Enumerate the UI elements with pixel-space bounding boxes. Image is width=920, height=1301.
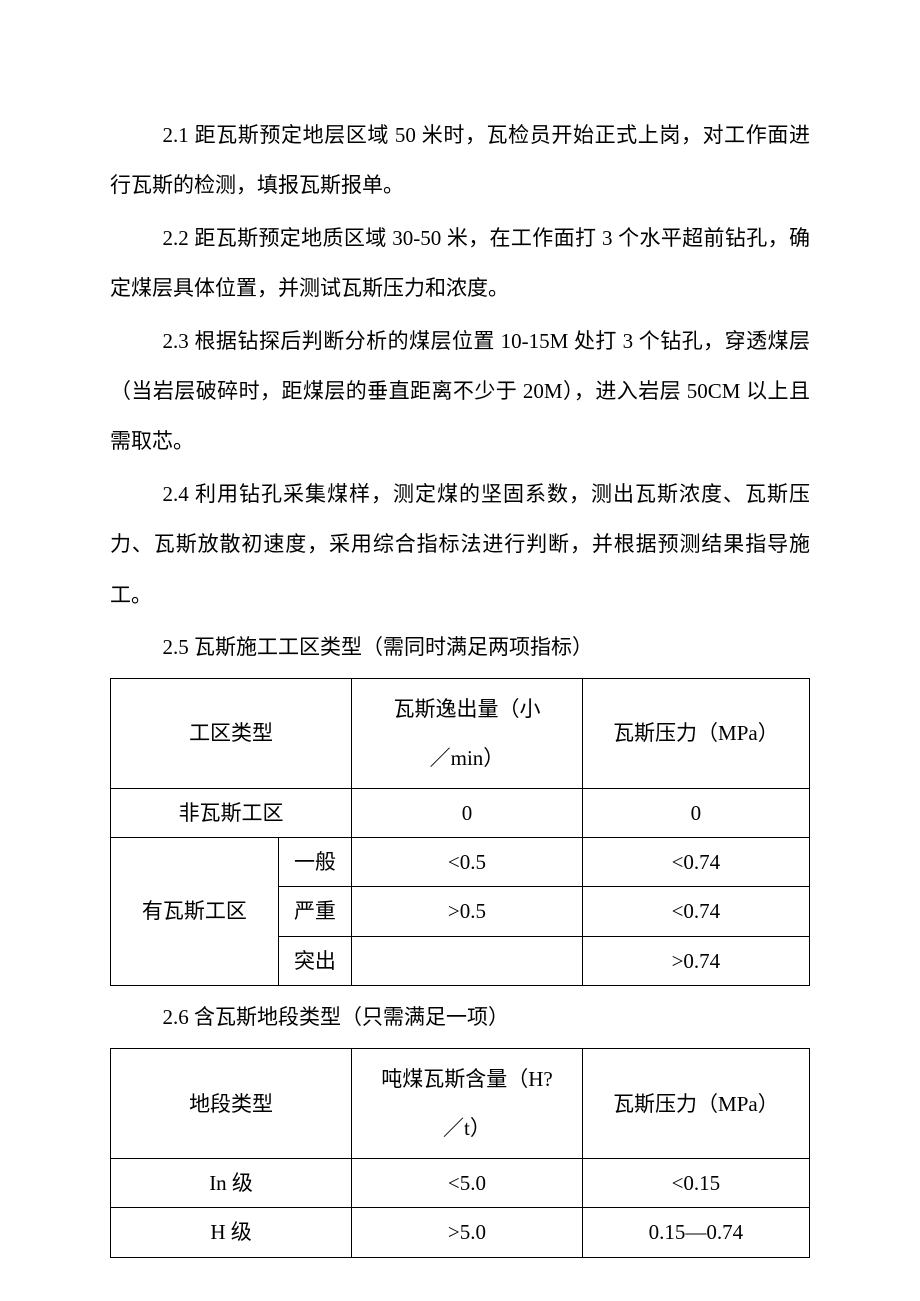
header-emission: 瓦斯逸出量（小 ／min） xyxy=(352,679,583,789)
header-type: 工区类型 xyxy=(111,679,352,789)
paragraph-2-5: 2.5 瓦斯施工工区类型（需同时满足两项指标） xyxy=(110,622,810,672)
cell-level-severe: 严重 xyxy=(278,887,351,936)
cell-h-pressure: 0.15—0.74 xyxy=(582,1208,809,1257)
header-pressure: 瓦斯压力（MPa） xyxy=(582,679,809,789)
table-row: In 级 <5.0 <0.15 xyxy=(111,1159,810,1208)
table-row: 非瓦斯工区 0 0 xyxy=(111,788,810,837)
cell-emission-outburst xyxy=(352,936,583,985)
cell-level-outburst: 突出 xyxy=(278,936,351,985)
cell-pressure-outburst: >0.74 xyxy=(582,936,809,985)
paragraph-2-3: 2.3 根据钻探后判断分析的煤层位置 10-15M 处打 3 个钻孔，穿透煤层（… xyxy=(110,316,810,467)
header-emission-line2: ／min） xyxy=(430,746,505,770)
cell-level-general: 一般 xyxy=(278,838,351,887)
table-row: 有瓦斯工区 一般 <0.5 <0.74 xyxy=(111,838,810,887)
table-work-area-type: 工区类型 瓦斯逸出量（小 ／min） 瓦斯压力（MPa） 非瓦斯工区 0 0 有… xyxy=(110,678,810,986)
paragraph-2-2: 2.2 距瓦斯预定地质区域 30-50 米，在工作面打 3 个水平超前钻孔，确定… xyxy=(110,213,810,314)
cell-pressure-severe: <0.74 xyxy=(582,887,809,936)
header-content-line2: ／t） xyxy=(443,1116,491,1140)
cell-pressure-general: <0.74 xyxy=(582,838,809,887)
cell-type-gas: 有瓦斯工区 xyxy=(111,838,279,986)
cell-h-level: H 级 xyxy=(111,1208,352,1257)
cell-pressure-nongas: 0 xyxy=(582,788,809,837)
paragraph-2-1: 2.1 距瓦斯预定地层区域 50 米时，瓦检员开始正式上岗，对工作面进行瓦斯的检… xyxy=(110,110,810,211)
table-row: H 级 >5.0 0.15—0.74 xyxy=(111,1208,810,1257)
cell-h-content: >5.0 xyxy=(352,1208,583,1257)
cell-emission-general: <0.5 xyxy=(352,838,583,887)
header-gas-content: 吨煤瓦斯含量（H? ／t） xyxy=(352,1049,583,1159)
paragraph-2-4: 2.4 利用钻孔采集煤样，测定煤的坚固系数，测出瓦斯浓度、瓦斯压力、瓦斯放散初速… xyxy=(110,469,810,620)
header-emission-line1: 瓦斯逸出量（小 xyxy=(393,697,540,721)
document-content: 2.1 距瓦斯预定地层区域 50 米时，瓦检员开始正式上岗，对工作面进行瓦斯的检… xyxy=(110,110,810,1258)
table-section-type: 地段类型 吨煤瓦斯含量（H? ／t） 瓦斯压力（MPa） In 级 <5.0 <… xyxy=(110,1048,810,1257)
table-row: 地段类型 吨煤瓦斯含量（H? ／t） 瓦斯压力（MPa） xyxy=(111,1049,810,1159)
cell-in-pressure: <0.15 xyxy=(582,1159,809,1208)
cell-emission-nongas: 0 xyxy=(352,788,583,837)
header-section-type: 地段类型 xyxy=(111,1049,352,1159)
table-row: 工区类型 瓦斯逸出量（小 ／min） 瓦斯压力（MPa） xyxy=(111,679,810,789)
cell-in-level: In 级 xyxy=(111,1159,352,1208)
cell-in-content: <5.0 xyxy=(352,1159,583,1208)
cell-emission-severe: >0.5 xyxy=(352,887,583,936)
cell-type-nongas: 非瓦斯工区 xyxy=(111,788,352,837)
header-content-line1: 吨煤瓦斯含量（H? xyxy=(381,1067,553,1091)
header-section-pressure: 瓦斯压力（MPa） xyxy=(582,1049,809,1159)
paragraph-2-6: 2.6 含瓦斯地段类型（只需满足一项） xyxy=(110,992,810,1042)
